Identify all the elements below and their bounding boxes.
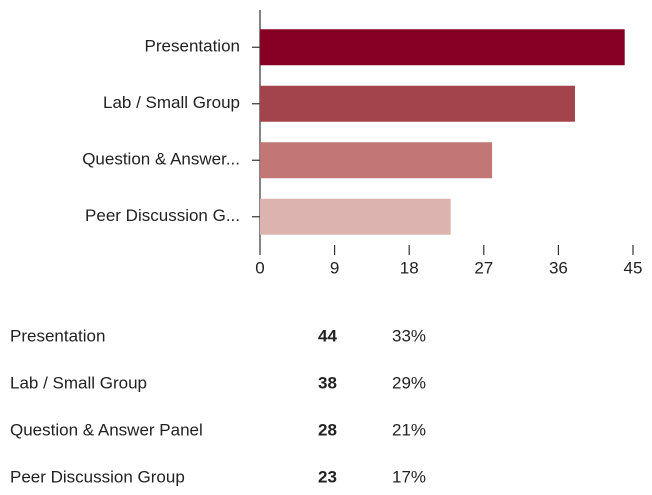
y-tick-label: Lab / Small Group: [103, 93, 240, 112]
row-count: 23: [318, 467, 337, 486]
y-tick-label: Presentation: [145, 37, 240, 56]
row-count: 44: [318, 326, 337, 345]
row-label: Lab / Small Group: [10, 373, 147, 392]
bar: [260, 85, 575, 122]
x-tick-label: 36: [549, 258, 568, 277]
row-count: 38: [318, 373, 337, 392]
x-tick-label: 27: [474, 258, 493, 277]
x-tick-label: 9: [330, 258, 339, 277]
x-tick-label: 45: [624, 258, 643, 277]
row-percent: 33%: [392, 326, 426, 345]
bar: [260, 142, 493, 179]
row-percent: 29%: [392, 373, 426, 392]
row-label: Question & Answer Panel: [10, 420, 203, 439]
row-count: 28: [318, 420, 337, 439]
row-percent: 21%: [392, 420, 426, 439]
row-label: Peer Discussion Group: [10, 467, 185, 486]
x-tick-label: 18: [400, 258, 419, 277]
bar: [260, 29, 625, 66]
bar: [260, 198, 451, 235]
y-tick-label: Question & Answer...: [82, 150, 240, 169]
row-percent: 17%: [392, 467, 426, 486]
row-label: Presentation: [10, 326, 105, 345]
x-tick-label: 0: [255, 258, 264, 277]
y-tick-label: Peer Discussion G...: [85, 206, 240, 225]
